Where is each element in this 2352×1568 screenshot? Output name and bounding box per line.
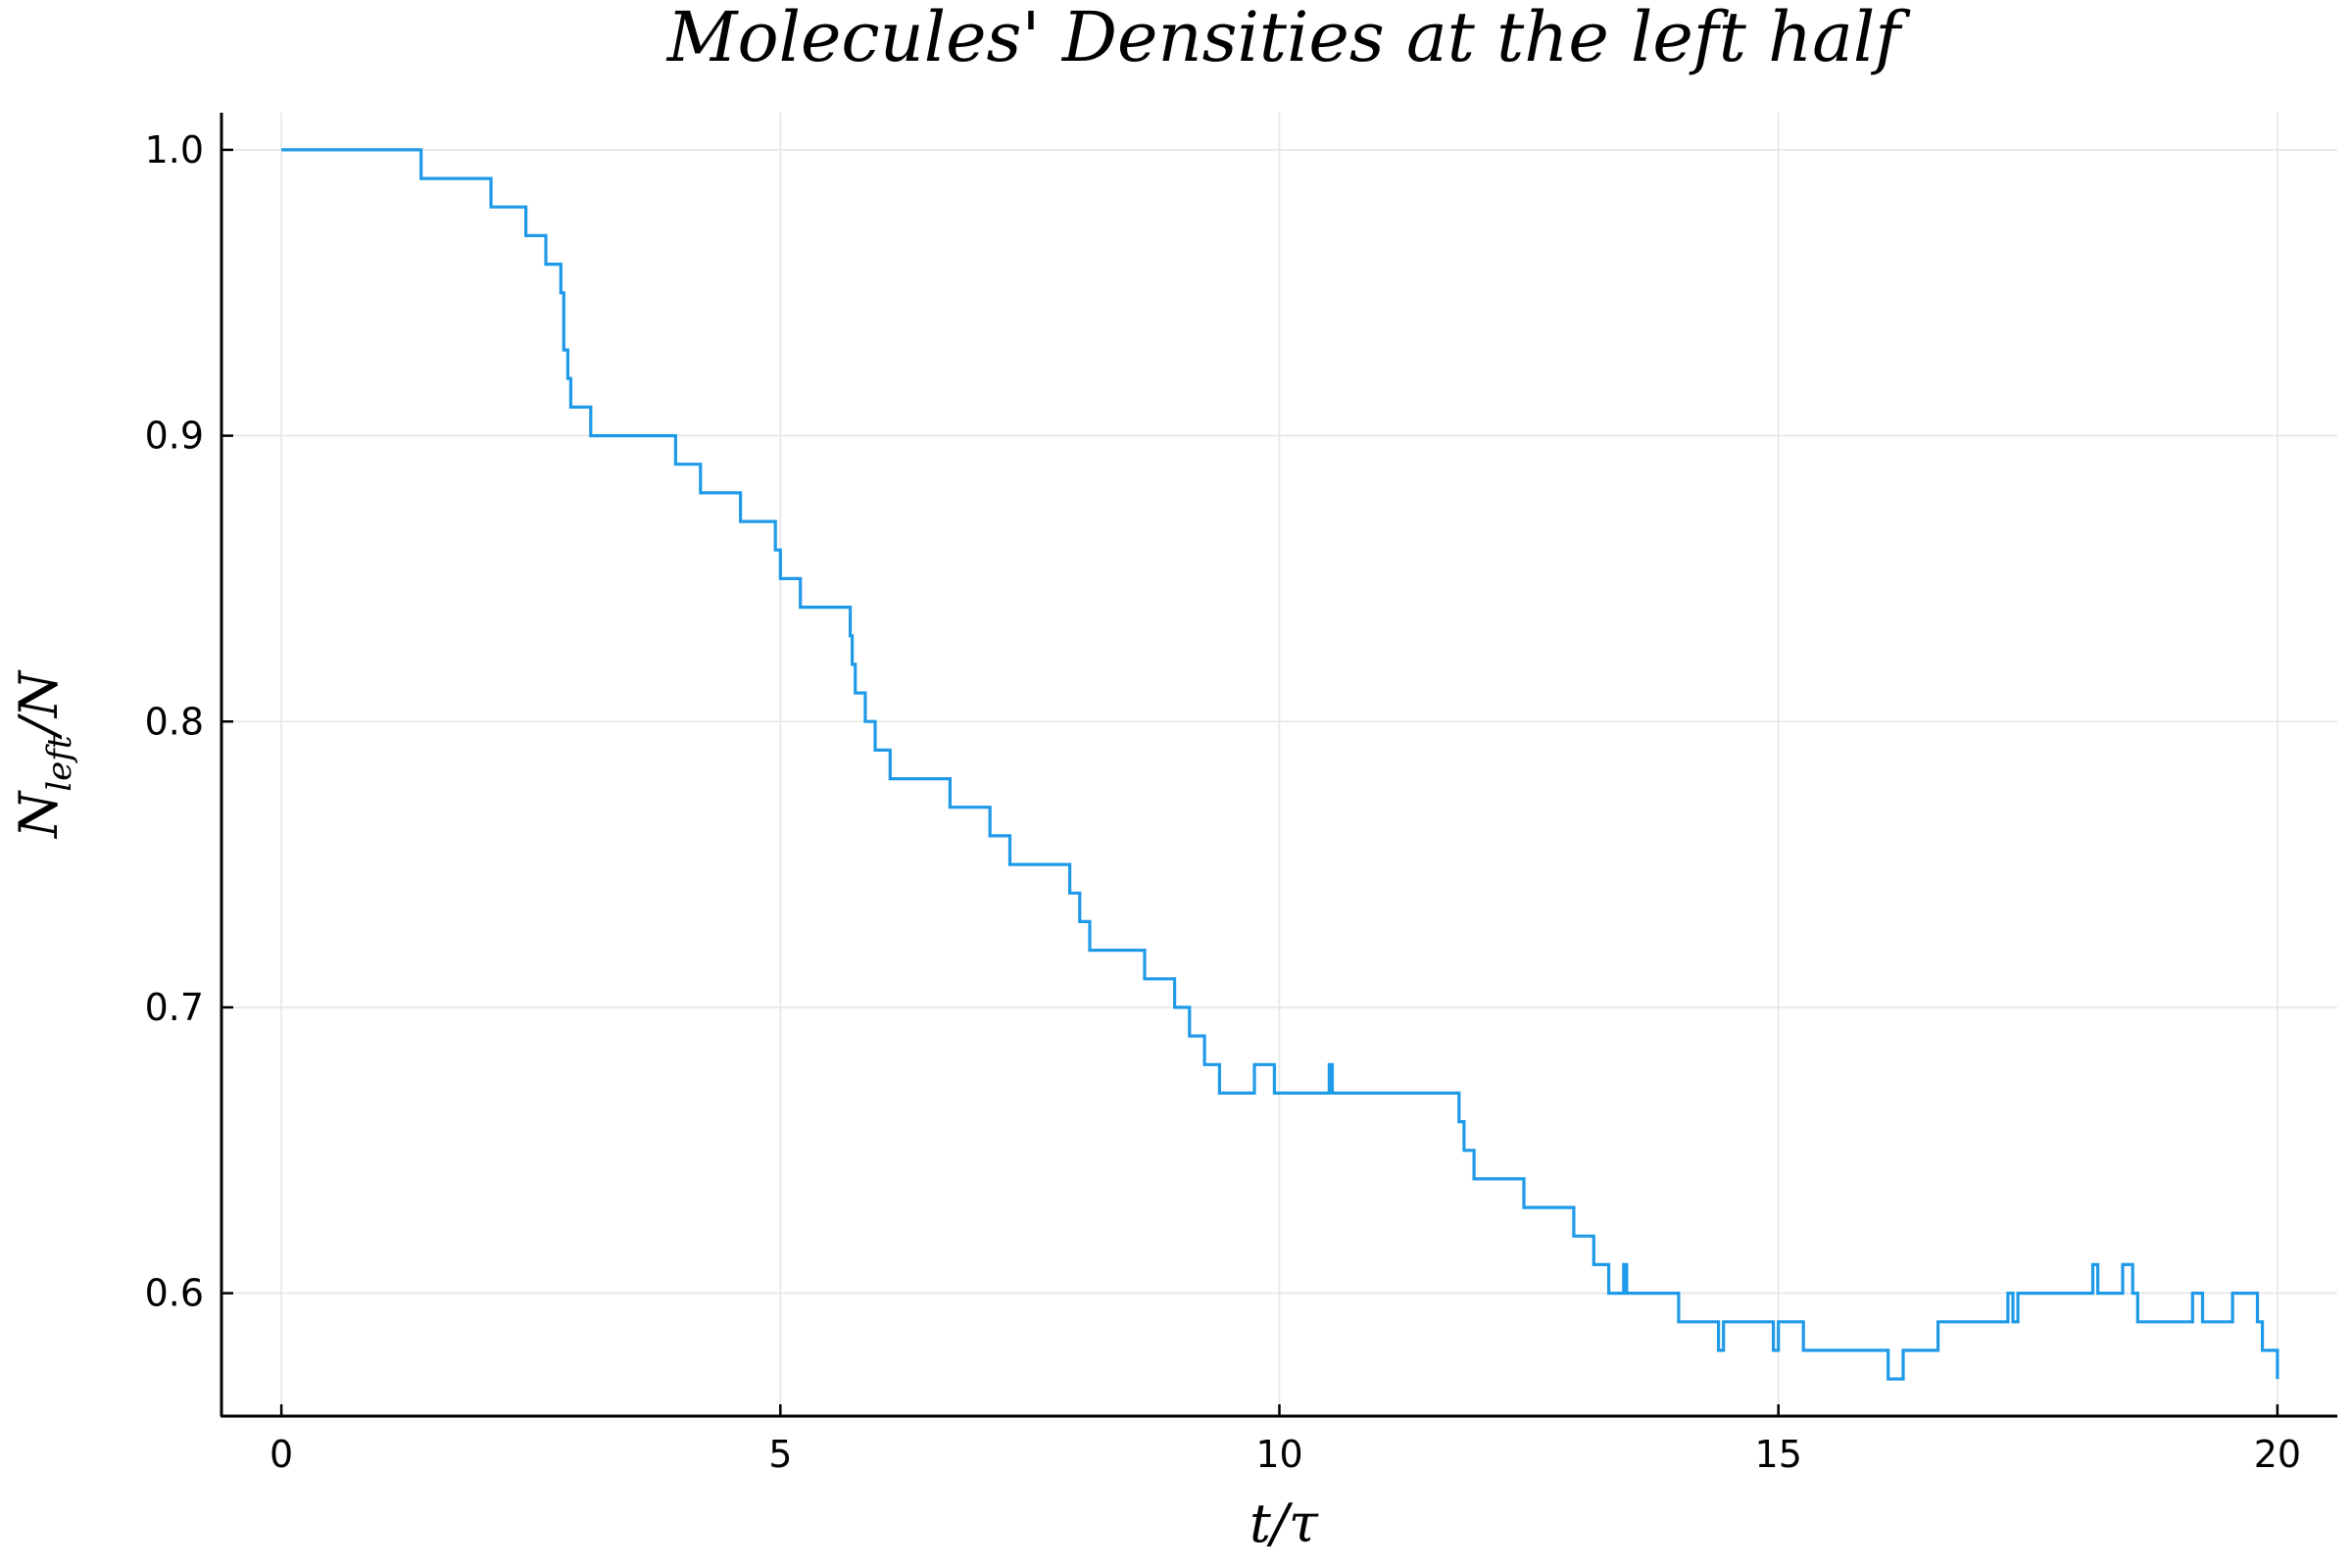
x-tick-label: 0 — [270, 1433, 293, 1476]
grid-lines — [221, 113, 2337, 1416]
x-axis-label: t/τ — [1250, 1493, 1319, 1554]
y-tick-label: 0.6 — [145, 1272, 204, 1315]
x-axis-ticks: 0 5 10 15 20 — [270, 1404, 2301, 1476]
y-label-suffix: /N — [8, 669, 70, 740]
y-tick-label: 0.7 — [145, 986, 204, 1029]
x-tick-label: 20 — [2254, 1433, 2301, 1476]
y-tick-label: 0.9 — [145, 415, 204, 458]
y-tick-label: 0.8 — [145, 700, 204, 743]
y-label-main: N — [8, 790, 70, 840]
x-tick-label: 10 — [1255, 1433, 1302, 1476]
y-tick-label: 1.0 — [145, 128, 204, 172]
x-tick-label: 15 — [1755, 1433, 1802, 1476]
chart-title: Molecules' Densities at the left half — [665, 0, 1912, 77]
y-axis-label: Nleft/N — [8, 669, 79, 840]
series-line — [281, 148, 2279, 1381]
y-axis-ticks: 0.6 0.7 0.8 0.9 1.0 — [145, 128, 233, 1315]
x-tick-label: 5 — [768, 1433, 792, 1476]
y-label-subscript: left — [40, 735, 79, 792]
